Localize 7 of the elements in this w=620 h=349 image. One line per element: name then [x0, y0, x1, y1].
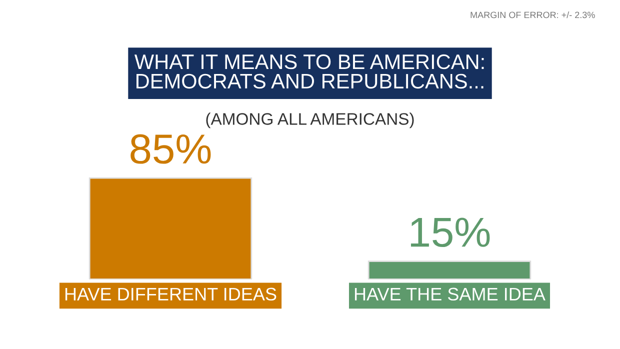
- chart-subtitle: (AMONG ALL AMERICANS): [206, 112, 414, 128]
- data-label: 15%: [410, 218, 490, 248]
- data-label: 85%: [130, 134, 211, 164]
- text: MARGIN OF ERROR: +/- 2.3%: [470, 11, 595, 18]
- chart-title: WHAT IT MEANS TO BE AMERICAN: DEMOCRATS AND REPUBLICANS...: [134, 54, 484, 89]
- x-tick-label: HAVE THE SAME IDEA: [354, 288, 546, 301]
- x-tick-label: HAVE DIFFERENT IDEAS: [65, 288, 276, 301]
